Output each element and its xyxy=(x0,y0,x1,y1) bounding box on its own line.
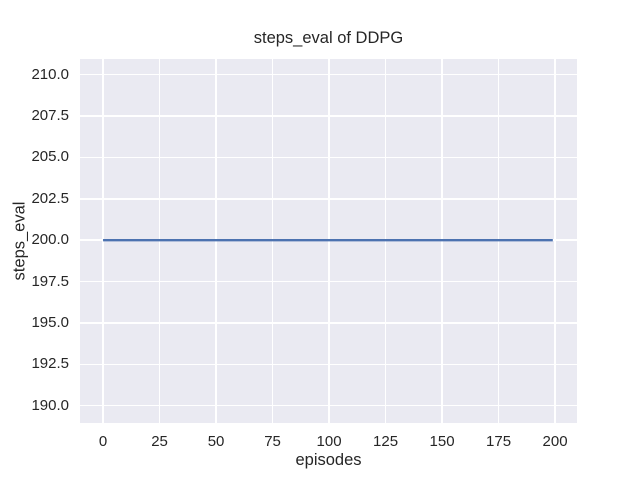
series-plot xyxy=(103,239,553,242)
x-tick-label: 75 xyxy=(264,433,281,450)
gridline-horizontal xyxy=(80,363,577,365)
chart-title: steps_eval of DDPG xyxy=(253,29,404,47)
y-tick-label: 205.0 xyxy=(31,148,69,166)
x-tick-label: 125 xyxy=(373,433,399,450)
x-tick-label: 200 xyxy=(542,433,568,450)
y-tick-label: 192.5 xyxy=(31,355,69,373)
y-tick-label: 190.0 xyxy=(31,396,69,414)
y-tick-label: 202.5 xyxy=(31,189,69,207)
x-axis-label: episodes xyxy=(295,451,362,469)
gridline-horizontal xyxy=(80,115,577,117)
gridline-horizontal xyxy=(80,198,577,200)
x-tick-label: 150 xyxy=(429,433,455,450)
x-tick-label: 25 xyxy=(151,433,168,450)
y-tick-label: 195.0 xyxy=(31,313,69,331)
y-tick-label: 210.0 xyxy=(31,65,69,83)
y-tick-label: 200.0 xyxy=(31,231,69,249)
y-axis-label: steps_eval xyxy=(10,201,29,281)
plot-area xyxy=(80,59,577,423)
gridline-horizontal xyxy=(80,322,577,324)
x-tick-label: 50 xyxy=(207,433,225,450)
x-tick-label: 175 xyxy=(486,433,512,450)
y-tick-label: 197.5 xyxy=(31,272,69,290)
gridline-vertical xyxy=(102,59,104,423)
gridline-horizontal xyxy=(80,73,577,76)
gridline-horizontal xyxy=(80,280,577,283)
gridline-horizontal xyxy=(80,404,577,407)
x-tick-label: 0 xyxy=(98,433,108,450)
gridline-vertical xyxy=(554,59,556,423)
x-tick-label: 100 xyxy=(316,433,342,450)
gridline-horizontal xyxy=(80,156,577,159)
y-tick-label: 207.5 xyxy=(31,107,69,125)
